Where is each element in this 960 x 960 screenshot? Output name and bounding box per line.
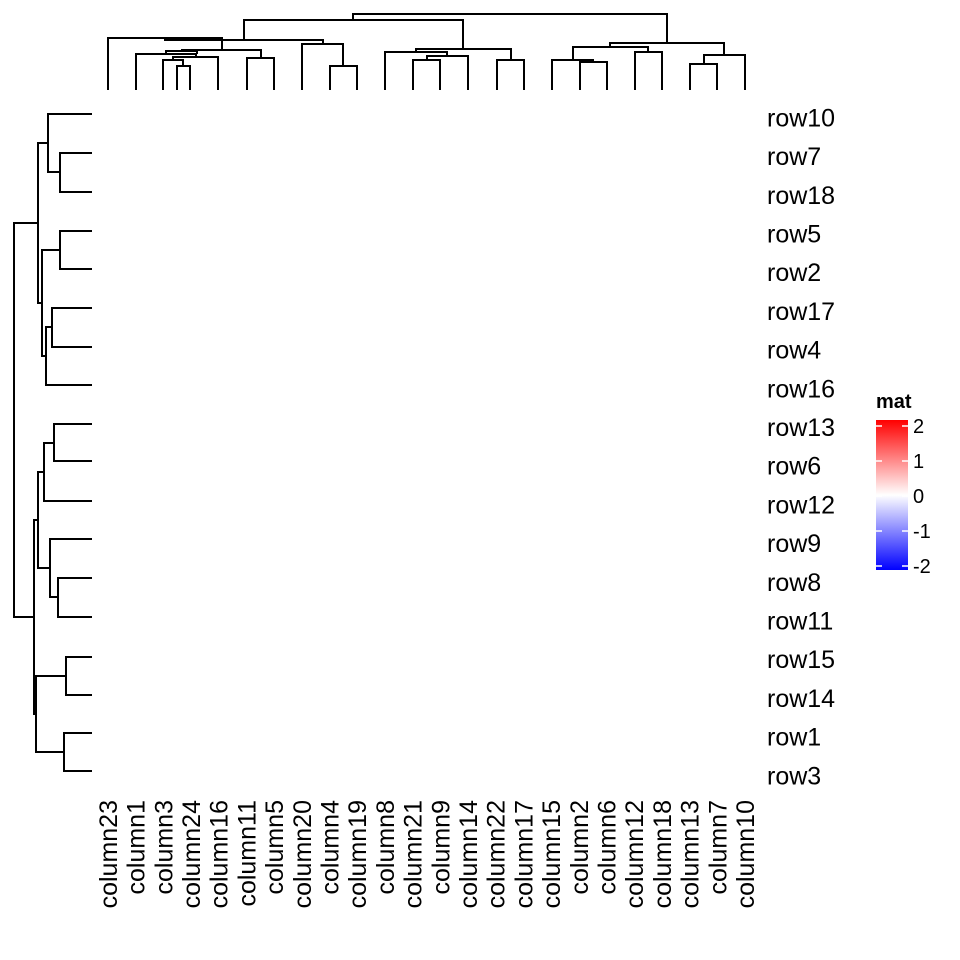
legend-tick-label: -1 [913,521,931,543]
row-label: row2 [767,259,821,287]
row-dendrogram [13,113,92,772]
column-label: column8 [372,800,400,895]
column-dendrogram [107,13,746,90]
row-label: row8 [767,569,821,597]
legend-tick-label: -2 [913,556,931,578]
row-label: row12 [767,491,835,519]
column-label: column13 [677,800,705,908]
column-label: column20 [289,800,317,908]
legend-tick-label: 1 [913,451,924,473]
row-label: row11 [767,607,833,635]
column-label: column1 [123,800,151,895]
row-label: row5 [767,220,821,248]
row-label: row14 [767,685,835,713]
legend-title: mat [876,391,912,413]
legend-colorbar [876,420,908,570]
column-label: column6 [593,800,621,895]
row-labels: row10 row7 row18 row5 row2 row17 row4 row16 row1… [767,104,835,790]
row-label: row15 [767,646,835,674]
column-label: column14 [455,800,483,908]
row-label: row10 [767,104,835,132]
row-label: row16 [767,375,835,403]
column-label: column21 [400,800,428,908]
row-label: row6 [767,453,821,481]
legend-tick-label: 0 [913,486,924,508]
column-label: column15 [538,800,566,908]
column-label: column18 [649,800,677,908]
row-label: row3 [767,762,821,790]
row-label: row13 [767,414,835,442]
column-label: column10 [732,800,760,908]
color-legend: mat 2 1 0 -1 -2 [876,391,931,578]
row-label: row17 [767,298,835,326]
heatmap-body [94,98,759,794]
row-label: row9 [767,530,821,558]
legend-ticks: 2 1 0 -1 -2 [876,416,931,578]
column-label: column3 [150,800,178,895]
column-label: column7 [704,800,732,895]
row-label: row1 [767,724,821,752]
row-label: row4 [767,337,821,365]
column-label: column17 [510,800,538,908]
column-label: column23 [95,800,123,908]
column-label: column16 [206,800,234,908]
column-label: column12 [621,800,649,908]
column-label: column2 [566,800,594,895]
row-label: row18 [767,182,835,210]
row-label: row7 [767,143,821,171]
column-label: column4 [316,800,344,895]
column-label: column5 [261,800,289,895]
column-label: column22 [483,800,511,908]
column-labels: column23 column1 column3 column24 column16 co… [95,800,760,908]
column-label: column11 [233,800,261,907]
legend-tick-label: 2 [913,416,924,438]
column-label: column19 [344,800,372,908]
column-label: column24 [178,800,206,908]
column-label: column9 [427,800,455,895]
